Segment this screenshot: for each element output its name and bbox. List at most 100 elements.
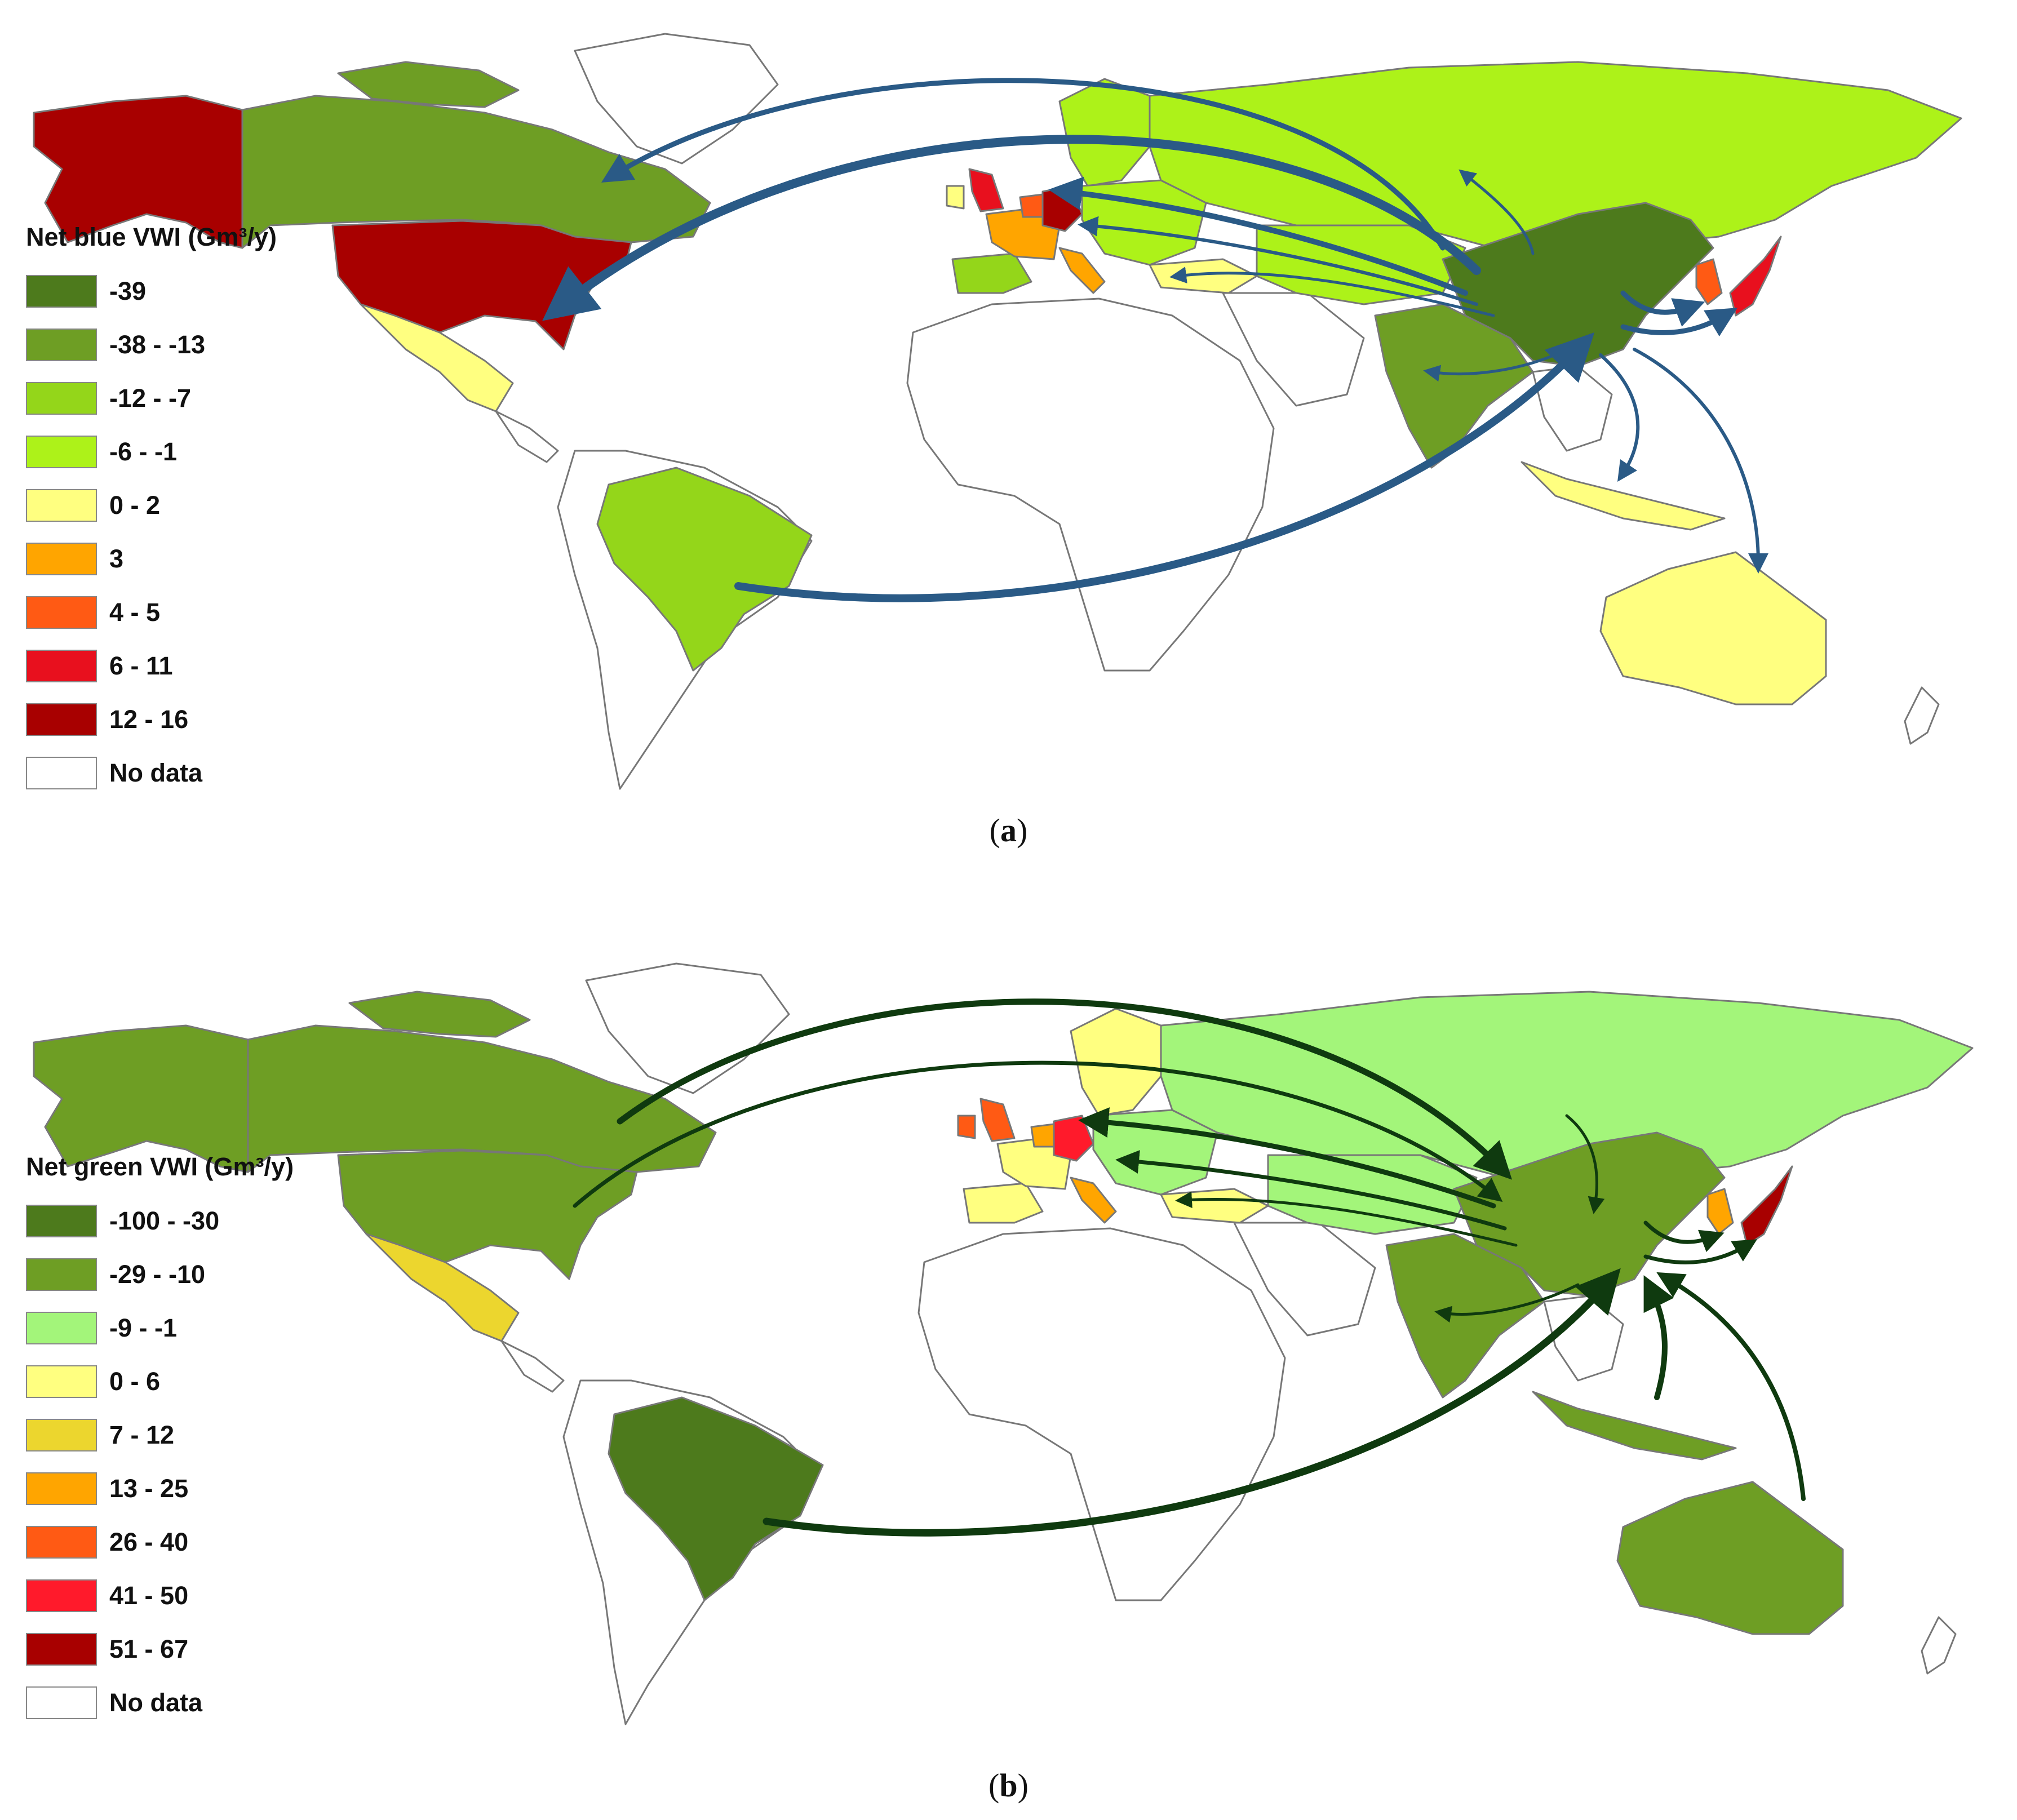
country-russia (1149, 61, 1962, 249)
country-benelux (1019, 193, 1044, 218)
country-ireland (946, 185, 965, 210)
legend-item: -29 - -10 (26, 1248, 294, 1301)
legend-item: -12 - -7 (26, 371, 277, 425)
legend-label: 3 (109, 544, 124, 573)
legend-swatch (26, 1525, 97, 1559)
legend-label: 0 - 6 (109, 1366, 161, 1396)
arrow-brazil-china (734, 332, 1595, 602)
legend-swatch (26, 542, 97, 575)
country-australia (1616, 1481, 1844, 1635)
legend-label: -100 - -30 (109, 1206, 220, 1235)
legend-swatch (26, 1204, 97, 1237)
country-usa (337, 1149, 638, 1280)
country-alaska (33, 1024, 249, 1173)
arrow-china-korea (1643, 1220, 1725, 1253)
legend-label: No data (109, 758, 203, 787)
panel-a: Net blue VWI (Gm³/y) -39 -38 - -13 -12 -… (0, 0, 2017, 817)
arrow-china-india (1434, 1283, 1580, 1323)
legend-swatch (26, 274, 97, 308)
country-benelux (1030, 1123, 1055, 1148)
legend-swatch (26, 649, 97, 682)
country-italy (1070, 1177, 1117, 1224)
legend-swatch (26, 703, 97, 736)
country-spain (951, 252, 1032, 294)
legend-item: 6 - 11 (26, 639, 277, 693)
country-korea (1695, 258, 1723, 305)
legend-item: No data (26, 1676, 294, 1729)
legend-swatch (26, 435, 97, 468)
legend-item: 4 - 5 (26, 585, 277, 639)
legend-label: 4 - 5 (109, 597, 161, 627)
central-america (495, 410, 559, 463)
arrow-china-usa (542, 135, 1481, 321)
country-korea (1706, 1188, 1734, 1235)
legend-label: -29 - -10 (109, 1259, 206, 1289)
arrow-china-europe-3 (1175, 1191, 1518, 1247)
legend-title: Net blue VWI (Gm³/y) (26, 223, 277, 251)
panel-b: Net green VWI (Gm³/y) -100 - -30 -29 - -… (0, 935, 2017, 1781)
legend-swatch (26, 381, 97, 415)
country-uk (979, 1098, 1016, 1142)
scandinavia (1070, 1007, 1162, 1117)
caption-letter: b (999, 1767, 1018, 1804)
country-new-zealand (1921, 1616, 1957, 1675)
legend-item: 7 - 12 (26, 1408, 294, 1462)
legend-swatch (26, 1686, 97, 1719)
arctic-islands (348, 991, 531, 1038)
country-brazil (608, 1396, 824, 1601)
arrow-china-australia (1633, 348, 1768, 574)
country-australia (1599, 551, 1827, 705)
country-indonesia (1520, 461, 1726, 531)
legend-swatch (26, 1258, 97, 1291)
arrow-china-canada (601, 78, 1446, 251)
legend-label: 13 - 25 (109, 1473, 189, 1503)
legend-swatch (26, 328, 97, 361)
legend-item: 12 - 16 (26, 693, 277, 746)
arrow-usa-china-2 (573, 1060, 1503, 1208)
arrow-china-japan (1643, 1239, 1758, 1264)
arrow-indonesia-china (1643, 1275, 1674, 1400)
country-japan (1729, 236, 1782, 317)
legend-item: 3 (26, 532, 277, 585)
legend-item: -100 - -30 (26, 1194, 294, 1248)
map-green-vwi (33, 962, 1974, 1725)
country-japan (1740, 1165, 1793, 1246)
legend-label: -39 (109, 276, 147, 305)
legend-label: -6 - -1 (109, 437, 178, 466)
legend-item: 0 - 6 (26, 1355, 294, 1408)
arrow-usa-china (617, 998, 1513, 1180)
country-indonesia (1532, 1391, 1737, 1461)
arctic-islands (337, 61, 520, 108)
country-ireland (957, 1115, 976, 1139)
country-china (1442, 202, 1714, 367)
legend-title: Net green VWI (Gm³/y) (26, 1152, 294, 1181)
legend-swatch (26, 1311, 97, 1344)
country-brazil (596, 467, 813, 672)
legend-item: 26 - 40 (26, 1515, 294, 1569)
arrow-china-europe-3 (1169, 267, 1495, 317)
caption-b: (b) (988, 1767, 1029, 1804)
country-new-zealand (1904, 686, 1940, 745)
scandinavia (1058, 78, 1151, 187)
legend-label: No data (109, 1688, 203, 1717)
arrow-china-europe-2 (1078, 216, 1478, 306)
caption-a: (a) (989, 812, 1028, 849)
legend-swatch (26, 596, 97, 629)
arrow-russia-china (1565, 1114, 1605, 1214)
legend-label: 41 - 50 (109, 1581, 189, 1610)
central-america (500, 1340, 565, 1393)
country-greenland (574, 33, 779, 165)
legend-item: -38 - -13 (26, 318, 277, 371)
legend-label: 51 - 67 (109, 1634, 189, 1663)
legend-item: 51 - 67 (26, 1622, 294, 1676)
legend-item: 13 - 25 (26, 1462, 294, 1515)
arrow-australia-china (1656, 1272, 1806, 1501)
legend-item: -39 (26, 264, 277, 318)
legend-green-vwi: Net green VWI (Gm³/y) -100 - -30 -29 - -… (26, 1152, 294, 1729)
africa (917, 1227, 1286, 1601)
legend-swatch (26, 756, 97, 789)
legend-label: -12 - -7 (109, 383, 192, 412)
legend-label: 7 - 12 (109, 1420, 175, 1449)
legend-swatch (26, 1365, 97, 1398)
country-spain (963, 1182, 1044, 1224)
